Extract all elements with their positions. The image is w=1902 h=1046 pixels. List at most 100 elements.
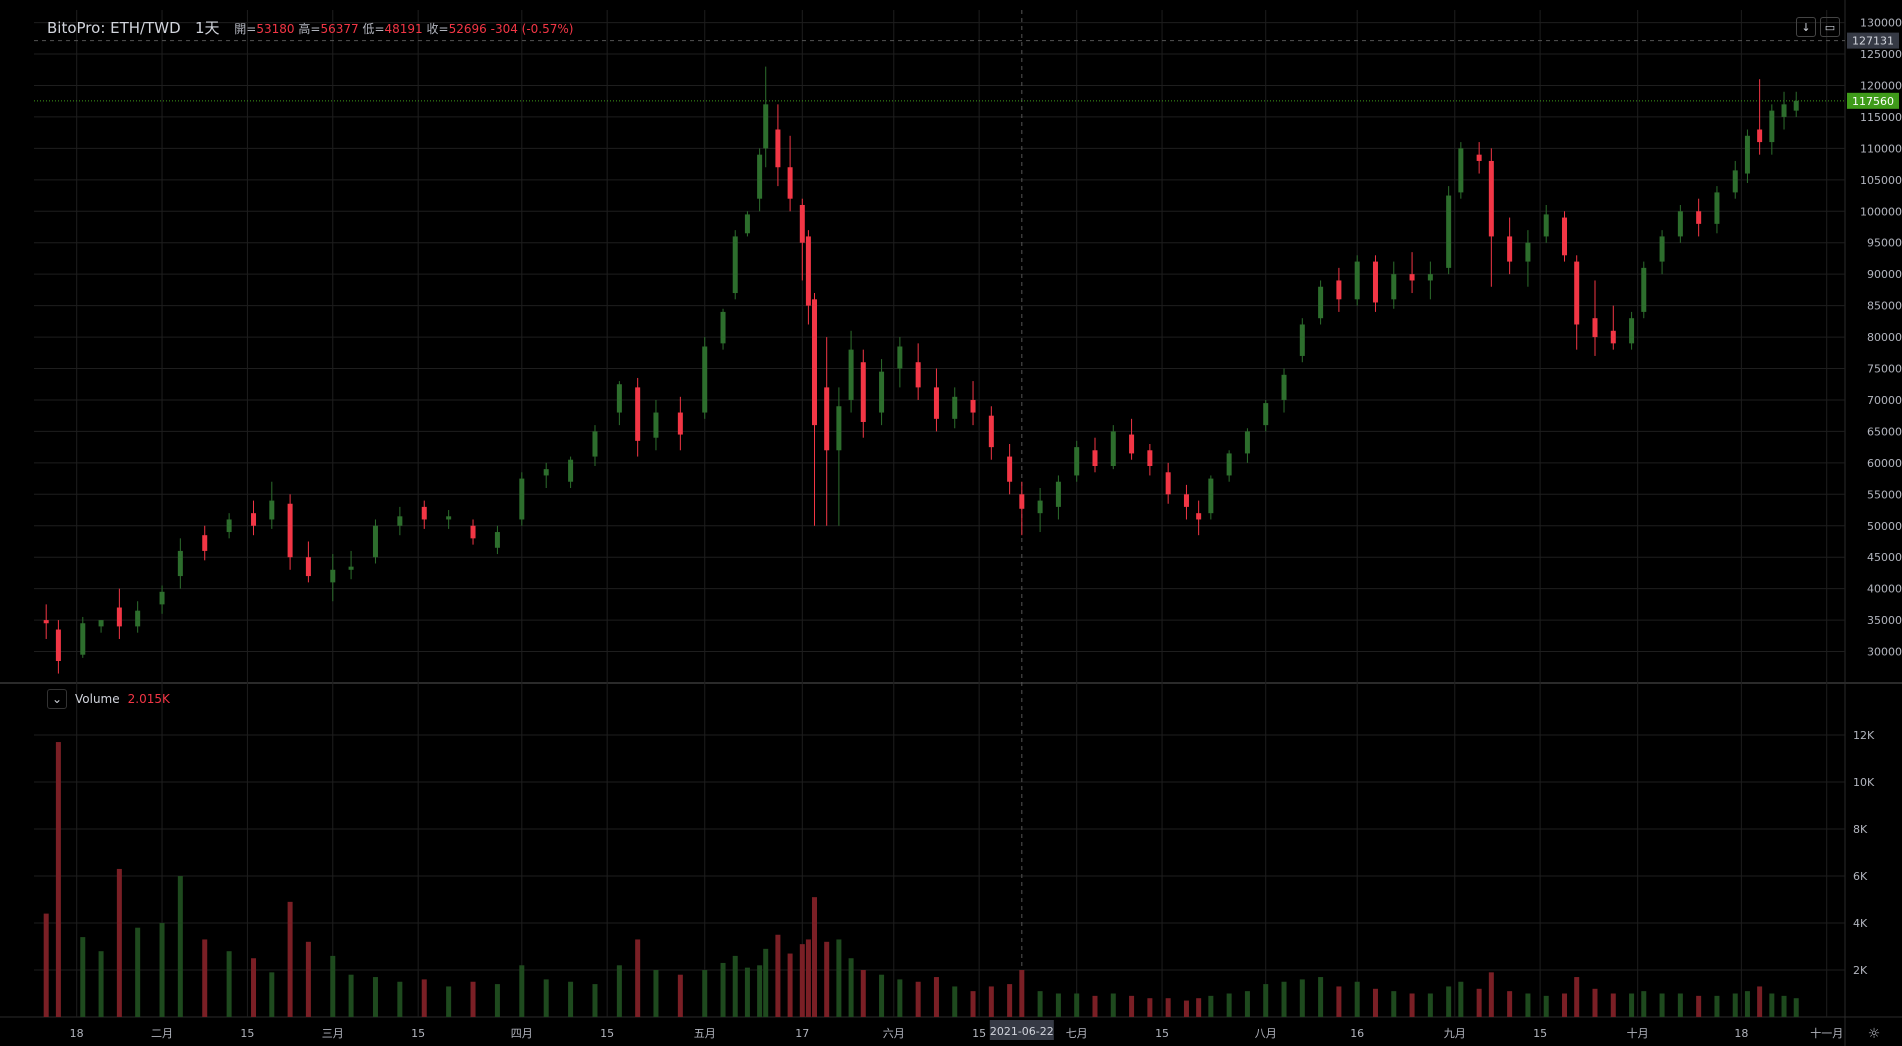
volume-bar <box>348 974 354 1017</box>
candle-body <box>1183 494 1189 507</box>
volume-value: 2.015K <box>127 692 170 706</box>
volume-bar <box>1391 991 1397 1017</box>
candle-body <box>177 550 183 577</box>
volume-bar <box>421 979 427 1017</box>
crosshair-date-box <box>989 1020 1054 1040</box>
volume-bar <box>1299 979 1305 1017</box>
candle-body <box>1147 450 1153 467</box>
volume-bar <box>1543 995 1549 1017</box>
candle-body <box>1226 453 1232 476</box>
volume-tick-label: 12K <box>1853 729 1875 742</box>
time-tick-label: 四月 <box>511 1027 533 1040</box>
candle-body <box>397 516 403 526</box>
volume-bar <box>43 913 49 1017</box>
volume-bar <box>1183 1000 1189 1017</box>
volume-bar <box>787 953 793 1017</box>
volume-bar <box>1196 998 1202 1017</box>
candle-body <box>952 396 958 419</box>
candle-body <box>1446 195 1452 268</box>
scroll-down-icon[interactable]: ↓ <box>1796 17 1816 37</box>
volume-bar <box>1574 977 1580 1017</box>
volume-bar <box>55 742 61 1017</box>
volume-tick-label: 8K <box>1853 823 1868 836</box>
volume-bar <box>446 986 452 1017</box>
volume-name[interactable]: Volume <box>75 692 120 706</box>
candle-body <box>775 129 781 168</box>
candle-body <box>348 566 354 570</box>
volume-bar <box>635 939 641 1017</box>
candle-body <box>330 569 336 583</box>
high-label: 高= <box>298 22 321 36</box>
candle-body <box>1263 403 1269 426</box>
volume-tick-label: 4K <box>1853 917 1868 930</box>
candle-body <box>1744 135 1750 174</box>
volume-bar <box>775 934 781 1017</box>
last-price-label: 117560 <box>1852 95 1894 108</box>
candle-body <box>568 459 574 482</box>
candle-body <box>1196 513 1202 520</box>
close-value: 52696 <box>448 22 487 36</box>
candle-body <box>988 415 994 448</box>
volume-bar <box>1055 993 1061 1017</box>
price-tick-label: 80000 <box>1867 331 1902 344</box>
candle-body <box>1714 192 1720 224</box>
candle-body <box>702 346 708 413</box>
volume-bar <box>744 967 750 1017</box>
candle-body <box>1781 104 1787 117</box>
volume-bar <box>1732 993 1738 1017</box>
time-tick-label: 15 <box>972 1027 986 1040</box>
candle-body <box>1354 261 1360 300</box>
candle-body <box>1696 211 1702 224</box>
candle-body <box>1372 261 1378 303</box>
volume-bar <box>824 941 830 1017</box>
volume-bar <box>1507 991 1513 1017</box>
symbol-legend: BitoPro: ETH/TWD 1天 開=53180 高=56377 低=48… <box>47 17 573 38</box>
volume-bar <box>720 962 726 1017</box>
chevron-down-icon[interactable]: ⌄ <box>47 689 67 709</box>
volume-tick-label: 2K <box>1853 964 1868 977</box>
time-tick-label: 16 <box>1350 1027 1364 1040</box>
volume-bar <box>653 970 659 1017</box>
volume-bar <box>470 981 476 1017</box>
candle-body <box>1507 236 1513 262</box>
volume-bar <box>305 941 311 1017</box>
candle-body <box>653 412 659 438</box>
price-tick-label: 70000 <box>1867 394 1902 407</box>
volume-bar <box>543 979 549 1017</box>
volume-bar <box>80 937 86 1017</box>
volume-bar <box>836 939 842 1017</box>
volume-bar <box>1318 977 1324 1017</box>
volume-bar <box>1562 993 1568 1017</box>
candle-body <box>1129 434 1135 454</box>
time-tick-label: 18 <box>1734 1027 1748 1040</box>
candle-body <box>635 387 641 441</box>
close-label: 收= <box>426 22 449 36</box>
volume-bar <box>592 984 598 1017</box>
volume-bar <box>269 972 275 1017</box>
candle-body <box>1677 211 1683 237</box>
volume-bar <box>1110 993 1116 1017</box>
volume-bar <box>860 970 866 1017</box>
volume-bar <box>1092 995 1098 1017</box>
maximize-icon[interactable]: ▭ <box>1820 17 1840 37</box>
volume-bar <box>494 984 500 1017</box>
volume-bar <box>98 951 104 1017</box>
candle-body <box>519 478 525 520</box>
interval-label[interactable]: 1天 <box>194 19 220 37</box>
candle-body <box>1610 330 1616 344</box>
candle-body <box>677 412 683 435</box>
candle-body <box>1629 318 1635 344</box>
time-tick-label: 十一月 <box>1810 1026 1843 1040</box>
candle-body <box>470 525 476 539</box>
symbol-name[interactable]: BitoPro: ETH/TWD <box>47 19 181 37</box>
candle-body <box>915 362 921 388</box>
low-value: 48191 <box>384 22 423 36</box>
candle-body <box>848 349 854 400</box>
candle-body <box>1488 160 1494 237</box>
volume-bar <box>1074 993 1080 1017</box>
candle-body <box>1793 100 1799 111</box>
open-value: 53180 <box>256 22 295 36</box>
volume-bar <box>1446 986 1452 1017</box>
candle-body <box>1769 110 1775 143</box>
